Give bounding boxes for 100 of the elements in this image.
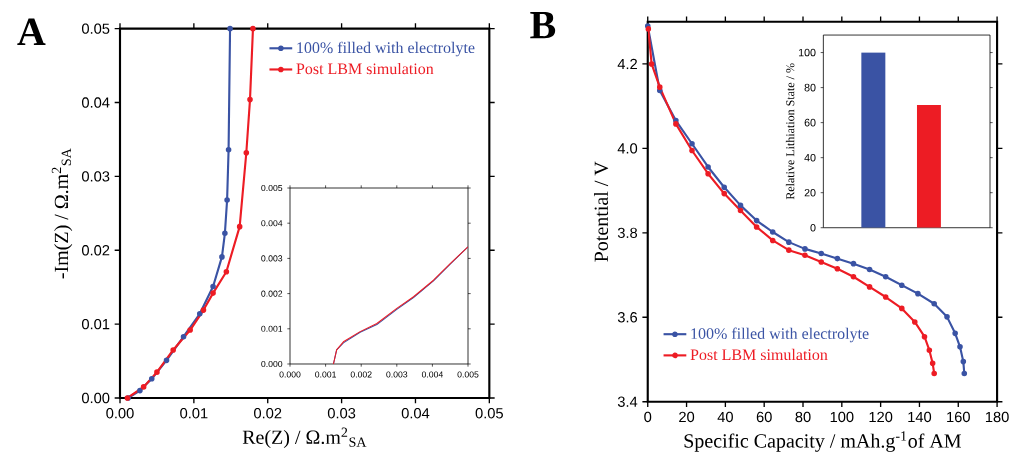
x-tick-label: 160 <box>947 411 970 423</box>
y-tick-label: 0.000 <box>261 360 283 368</box>
point <box>148 375 155 382</box>
point <box>961 370 968 377</box>
legend-label: 100% filled with electrolyte <box>297 41 475 57</box>
point <box>689 140 695 147</box>
point <box>926 347 933 354</box>
point <box>944 314 950 320</box>
point <box>915 290 921 297</box>
point <box>802 246 808 252</box>
point <box>225 147 232 153</box>
point <box>170 347 176 353</box>
point <box>200 307 207 313</box>
point <box>187 327 193 333</box>
point <box>236 223 243 230</box>
y-tick-label: 60 <box>804 118 816 127</box>
y-tick-label: 0.02 <box>81 245 110 256</box>
point <box>769 229 776 235</box>
point <box>818 250 825 257</box>
point <box>737 207 744 214</box>
y-tick-label: 80 <box>804 83 816 92</box>
legend-label: Post LBM simulation <box>690 348 828 361</box>
point <box>250 25 256 32</box>
point <box>673 121 679 127</box>
y-tick-label: 3.8 <box>617 227 638 239</box>
point <box>154 369 160 375</box>
y-tick-label: 0.002 <box>261 290 283 297</box>
x-tick-label: 0.004 <box>421 371 443 378</box>
y-tick-label: 100 <box>798 48 816 57</box>
x-axis-title: Re(Z) / Ω.m$^{2}$SA <box>242 427 367 449</box>
point <box>673 117 679 124</box>
point <box>929 360 936 367</box>
point <box>850 273 857 280</box>
y-tick-label: 4.2 <box>617 58 637 70</box>
y-tick-label: 3.4 <box>617 396 638 407</box>
x-tick-label: 0.002 <box>350 371 372 378</box>
point <box>247 96 253 103</box>
y-tick-label: 0.01 <box>81 318 110 330</box>
y-tick-label: 40 <box>804 153 816 162</box>
point <box>834 255 841 262</box>
point <box>721 190 728 197</box>
point <box>196 310 203 317</box>
point <box>705 170 711 177</box>
x-tick-label: 0.001 <box>315 371 337 378</box>
x-tick-label: 0.01 <box>180 408 208 419</box>
point <box>921 333 928 340</box>
legend-label: 100% filled with electrolyte <box>691 327 869 343</box>
point <box>753 224 760 230</box>
point <box>898 282 905 288</box>
y-axis-title: Potential / V <box>593 161 609 262</box>
point <box>931 370 937 377</box>
y-tick-label: 0.001 <box>261 325 283 332</box>
point <box>210 283 216 290</box>
point <box>753 217 760 224</box>
x-tick-label: 0.04 <box>401 408 430 419</box>
y-tick-label: 0 <box>810 223 816 232</box>
point <box>786 247 792 253</box>
point <box>219 254 225 260</box>
point <box>818 259 825 265</box>
point <box>137 387 143 394</box>
x-axis-title: Specific Capacity / mAh.g$^{-1}$of AM <box>684 431 962 452</box>
point <box>882 294 889 300</box>
point <box>656 84 663 90</box>
y-tick-label: 20 <box>804 188 816 197</box>
point <box>911 319 918 325</box>
point <box>769 237 776 244</box>
y-tick-label: 0.00 <box>81 392 110 404</box>
point <box>721 184 728 191</box>
chart-title: B <box>530 11 556 39</box>
y-tick-label: 0.03 <box>81 171 110 182</box>
point <box>243 149 250 156</box>
point <box>850 260 857 267</box>
point <box>163 357 170 364</box>
point <box>224 197 230 203</box>
y-tick-label: 0.04 <box>81 97 110 108</box>
x-tick-label: 20 <box>679 411 695 423</box>
point <box>931 300 937 307</box>
legend-label: Post LBM simulation <box>296 62 434 75</box>
x-tick-label: 140 <box>908 411 932 423</box>
line-series <box>332 246 469 364</box>
x-tick-label: 120 <box>869 411 893 423</box>
x-tick-label: 0.005 <box>457 371 479 378</box>
point <box>802 252 808 259</box>
x-tick-label: 0.003 <box>386 371 408 378</box>
y-axis-title: Relative Lithiation State / % <box>785 63 795 200</box>
point <box>227 25 233 32</box>
point <box>689 147 695 154</box>
x-tick-label: 0 <box>644 411 652 423</box>
point <box>866 284 873 290</box>
point <box>960 358 967 365</box>
x-tick-label: 0.000 <box>279 371 301 378</box>
x-tick-label: 0.03 <box>327 408 356 419</box>
x-tick-label: 0.05 <box>475 408 503 419</box>
point <box>140 384 147 390</box>
point <box>210 290 216 296</box>
point <box>180 333 187 340</box>
point <box>705 164 711 170</box>
point <box>222 230 228 237</box>
y-axis-title: -Im(Z) / Ω.m$^{2}$SA <box>51 148 73 279</box>
x-tick-label: 60 <box>756 411 772 423</box>
